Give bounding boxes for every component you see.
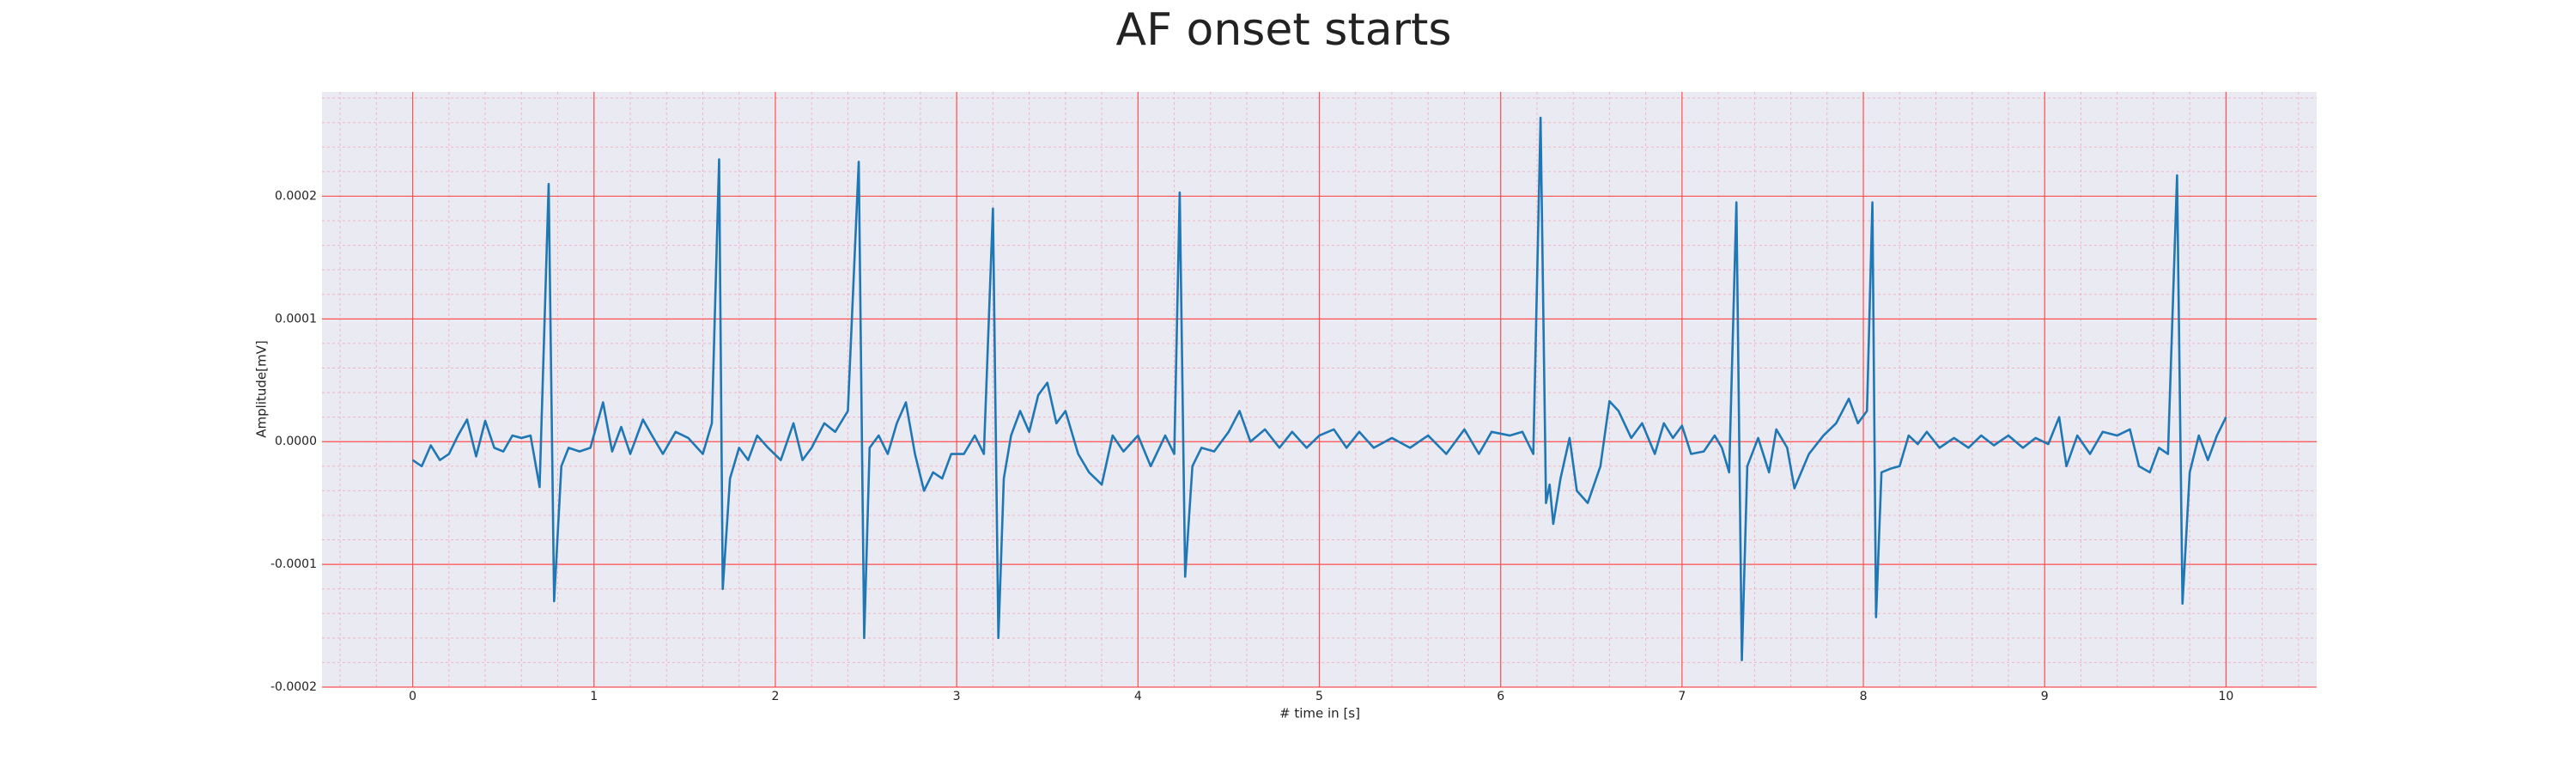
x-tick-label: 4 (1134, 690, 1142, 703)
x-tick-label: 6 (1497, 690, 1504, 703)
chart-title: AF onset starts (1116, 4, 1452, 56)
y-tick-label: -0.0001 (270, 557, 317, 571)
x-tick-label: 0 (409, 690, 416, 703)
x-tick-label: 1 (590, 690, 598, 703)
x-tick-label: 10 (2218, 690, 2233, 703)
x-tick-label: 5 (1315, 690, 1323, 703)
y-tick-label: 0.0002 (275, 189, 317, 203)
ecg-line (411, 116, 2227, 661)
y-axis-label: Amplitude[mV] (254, 340, 270, 437)
y-tick-label: -0.0002 (270, 680, 317, 694)
x-tick-label: 8 (1860, 690, 1868, 703)
x-tick-label: 9 (2041, 690, 2049, 703)
x-tick-label: 2 (771, 690, 779, 703)
x-tick-label: 7 (1678, 690, 1686, 703)
y-tick-label: 0.0001 (275, 312, 317, 326)
x-axis-label: # time in [s] (1279, 706, 1360, 721)
x-tick-label: 3 (953, 690, 961, 703)
y-tick-label: 0.0000 (275, 435, 317, 448)
